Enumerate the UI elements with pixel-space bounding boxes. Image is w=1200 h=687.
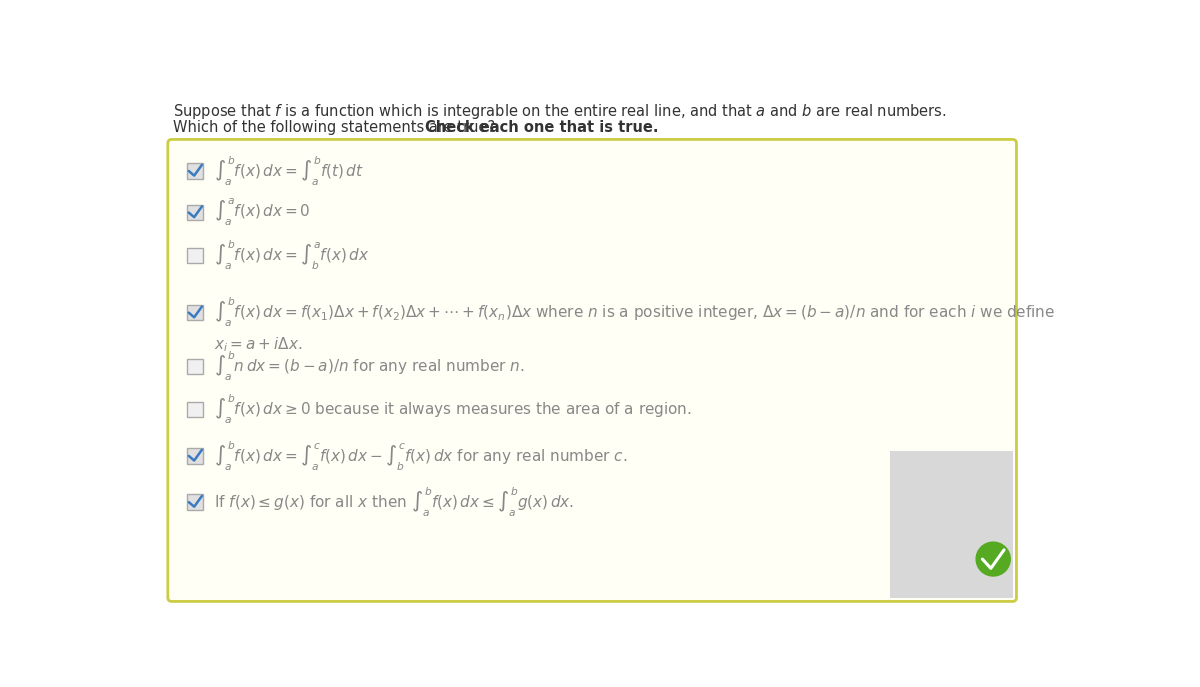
Bar <box>187 495 203 510</box>
Text: $x_i = a + i\Delta x.$: $x_i = a + i\Delta x.$ <box>214 336 302 354</box>
Bar <box>187 448 203 464</box>
Bar <box>187 402 203 418</box>
Text: Check each one that is true.: Check each one that is true. <box>425 120 659 135</box>
FancyBboxPatch shape <box>168 139 1016 601</box>
Bar <box>187 164 203 179</box>
Bar <box>187 205 203 221</box>
Bar <box>187 305 203 320</box>
Bar <box>187 359 203 374</box>
Text: $\int_a^b n\,dx = (b-a)/n$ for any real number $n$.: $\int_a^b n\,dx = (b-a)/n$ for any real … <box>214 350 524 383</box>
Text: $\int_a^b f(x)\,dx = \int_a^b f(t)\,dt$: $\int_a^b f(x)\,dx = \int_a^b f(t)\,dt$ <box>214 155 364 188</box>
Circle shape <box>976 542 1010 576</box>
Text: $\int_a^a f(x)\,dx = 0$: $\int_a^a f(x)\,dx = 0$ <box>214 197 310 228</box>
Text: $\int_a^b f(x)\,dx = \int_a^c f(x)\,dx - \int_b^c f(x)\,dx$ for any real number : $\int_a^b f(x)\,dx = \int_a^c f(x)\,dx -… <box>214 439 628 473</box>
Bar <box>187 248 203 263</box>
Text: $\int_a^b f(x)\,dx = \int_b^a f(x)\,dx$: $\int_a^b f(x)\,dx = \int_b^a f(x)\,dx$ <box>214 239 370 272</box>
Text: $\int_a^b f(x)\,dx = f(x_1)\Delta x + f(x_2)\Delta x + \cdots + f(x_n)\Delta x$ : $\int_a^b f(x)\,dx = f(x_1)\Delta x + f(… <box>214 296 1055 329</box>
Text: If $f(x) \leq g(x)$ for all $x$ then $\int_a^b f(x)\,dx \leq \int_a^b g(x)\,dx$.: If $f(x) \leq g(x)$ for all $x$ then $\i… <box>214 486 574 519</box>
Bar <box>890 451 1013 598</box>
Text: $\int_a^b f(x)\,dx \geq 0$ because it always measures the area of a region.: $\int_a^b f(x)\,dx \geq 0$ because it al… <box>214 393 691 427</box>
Text: Which of the following statements are true?: Which of the following statements are tr… <box>173 120 505 135</box>
Text: Suppose that $f$ is a function which is integrable on the entire real line, and : Suppose that $f$ is a function which is … <box>173 102 947 121</box>
